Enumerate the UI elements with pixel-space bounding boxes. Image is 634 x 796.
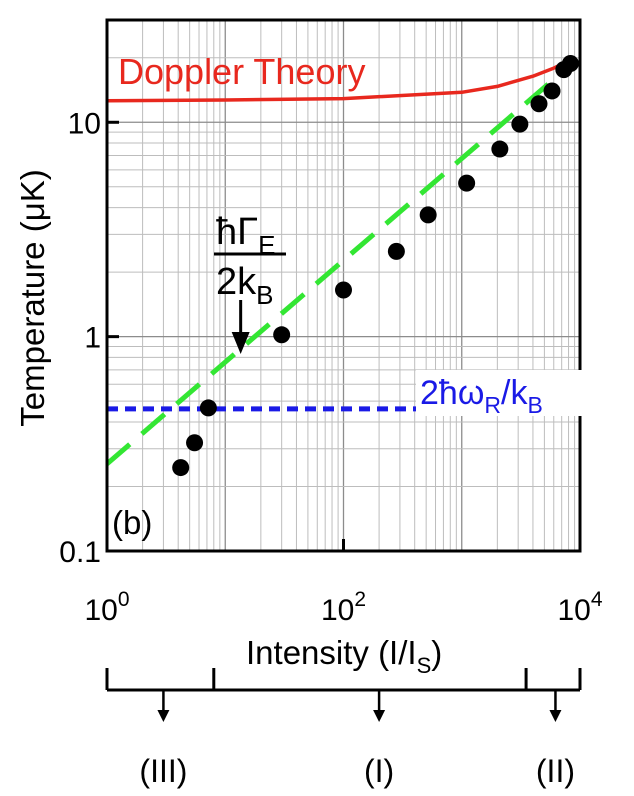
curves [105, 58, 580, 466]
regime-bar: (III) (I) (II) [105, 668, 582, 789]
recoil-mid: /k [501, 374, 528, 412]
x-tick-base: 10 [84, 594, 117, 627]
denominator-subscript: B [256, 280, 273, 310]
y-axis-title: Temperature (μK) [14, 169, 51, 426]
recoil-lead: 2ħω [420, 374, 484, 412]
x-axis-title-main: Intensity (I/I [246, 634, 417, 671]
x-axis-title-close: ) [431, 634, 442, 671]
x-tick-label: 100 [84, 588, 129, 627]
x-axis-title: Intensity (I/IS) [246, 634, 442, 678]
x-tick-exponent: 2 [354, 588, 366, 611]
data-point [387, 242, 405, 260]
recoil-label-group: 2ħωR/kB [416, 370, 584, 418]
recoil-sub1: R [484, 392, 501, 418]
gamma-symbol: Γ [237, 211, 258, 253]
regime-label: (III) [139, 753, 187, 789]
gamma-denominator: 2kB [216, 261, 273, 310]
data-point [458, 174, 476, 192]
regime-label: (II) [536, 753, 575, 789]
data-points [172, 55, 579, 477]
data-point [511, 115, 529, 133]
y-tick-label: 10 [68, 107, 101, 140]
grid [106, 19, 580, 552]
regime-arrow-icon [373, 710, 386, 722]
panel-label: (b) [112, 504, 152, 541]
x-tick-exponent: 0 [118, 588, 130, 611]
x-axis-title-sub: S [417, 653, 432, 678]
denominator-main: 2k [216, 261, 257, 303]
x-tick-exponent: 4 [591, 588, 603, 611]
hbar-symbol: ħ [216, 211, 237, 253]
data-point [199, 399, 217, 417]
y-tick-label: 1 [84, 322, 101, 355]
y-tick-label: 0.1 [59, 536, 101, 569]
x-tick-base: 10 [557, 594, 590, 627]
data-point [491, 140, 509, 158]
recoil-label-background [416, 370, 584, 416]
data-point [543, 82, 561, 100]
x-tick-base: 10 [321, 594, 354, 627]
recoil-label: 2ħωR/kB [420, 374, 543, 418]
regime-label: (I) [364, 753, 394, 789]
data-point [186, 434, 204, 452]
regime-arrow-icon [549, 710, 562, 722]
data-point [530, 95, 548, 113]
regime-arrow-icon [157, 710, 170, 722]
x-tick-label: 102 [321, 588, 366, 627]
data-point [419, 206, 437, 224]
data-point [172, 459, 190, 477]
recoil-sub2: B [527, 392, 542, 418]
data-point [273, 326, 291, 344]
data-point [561, 55, 579, 73]
linewidth-annotation: ħΓE 2kB [214, 211, 286, 354]
doppler-theory-label: Doppler Theory [118, 51, 365, 92]
linear-fit-line [105, 63, 573, 466]
annotation-arrow-icon [231, 332, 250, 354]
data-point [335, 281, 352, 299]
x-tick-label: 104 [557, 588, 602, 627]
doppler-theory-curve [106, 58, 572, 103]
